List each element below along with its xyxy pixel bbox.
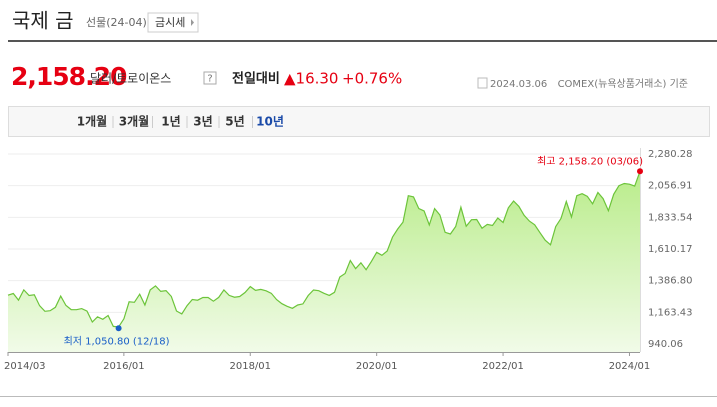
high-label: 최고 2,158.20 (03/06) (537, 155, 643, 167)
date-icon (477, 77, 488, 89)
x-tick-label: 2024/01 (609, 361, 651, 372)
change-pct: +0.76% (342, 70, 402, 88)
y-tick-label: 2,280.28 (648, 149, 693, 160)
button-box[interactable] (147, 12, 199, 33)
compare-label: 전일대비 (232, 71, 280, 87)
unit: 달러/트로이온스 (90, 72, 171, 86)
y-tick-label: 2,056.91 (648, 181, 693, 192)
chart: 2,280.28 2,056.91 1,833.54 1,610.17 1,386.80… (4, 148, 693, 372)
x-tick-label: 2020/01 (356, 361, 398, 372)
date: 2024.03.06 (490, 79, 547, 90)
y-tick-label: 1,610.17 (648, 244, 693, 255)
x-tick-label: 2014/03 (4, 361, 46, 372)
help[interactable]: ? (207, 74, 212, 85)
tab[interactable]: 3개월 (119, 114, 149, 129)
tab[interactable]: 1년 (161, 115, 180, 129)
tab[interactable]: 5년 (225, 115, 244, 129)
y-tick-label: 1,833.54 (648, 212, 693, 223)
high-marker (637, 168, 643, 175)
price-line (7, 171, 641, 328)
x-tick-label: 2018/01 (229, 361, 271, 372)
tabs: 1개월 3개월 1년 3년 5년 10년 (77, 114, 284, 129)
tab[interactable]: 10년 (256, 115, 284, 129)
subtitle: 선물(24-04) (86, 16, 147, 29)
header-rule (8, 40, 717, 42)
x-tick-label: 2016/01 (103, 361, 145, 372)
button[interactable]: 금시세 (155, 16, 185, 29)
low-marker (115, 325, 122, 332)
bottom-rule (0, 396, 717, 397)
low-label: 최저 1,050.80 (12/18) (64, 335, 170, 347)
y-tick-label: 1,386.80 (648, 276, 693, 287)
price: 2,158.20 (11, 62, 127, 91)
tab[interactable]: 1개월 (77, 114, 107, 129)
title: 국제 금 (12, 9, 74, 33)
tab-bar (8, 106, 710, 137)
x-tick-label: 2022/01 (482, 361, 524, 372)
area-fill (8, 171, 640, 352)
y-tick-label: 1,163.43 (648, 307, 693, 318)
y-tick-label: 940.06 (648, 339, 683, 350)
change: ▲16.30 (284, 70, 338, 88)
button-arrow (191, 19, 194, 26)
tab[interactable]: 3년 (193, 115, 212, 129)
help-box[interactable] (203, 71, 217, 85)
source: COMEX(뉴욕상품거래소) 기준 (558, 78, 688, 90)
